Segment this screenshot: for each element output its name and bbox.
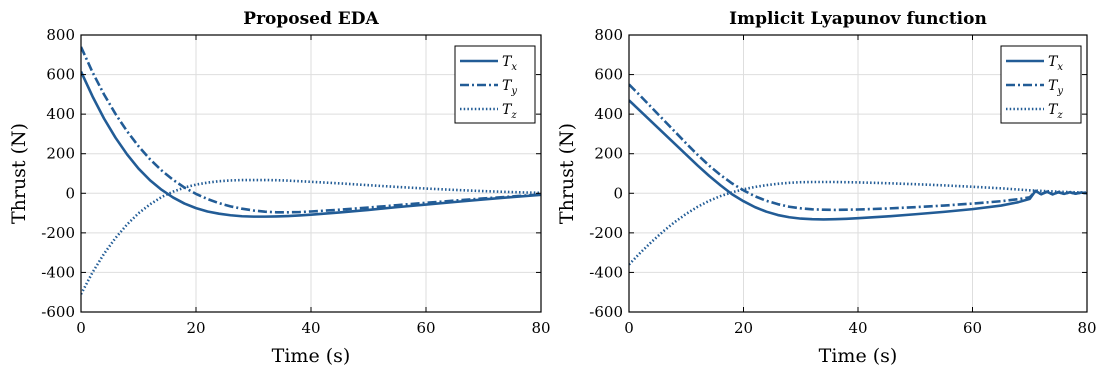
y-axis-label: Thrust (N) (556, 123, 578, 224)
y-tick-label: -400 (589, 263, 623, 281)
chart-title: Proposed EDA (243, 9, 379, 29)
x-tick-label: 0 (624, 319, 634, 337)
y-tick-label: 200 (46, 145, 75, 163)
y-tick-label: -600 (589, 303, 623, 321)
chart-title: Implicit Lyapunov function (729, 9, 987, 29)
x-tick-label: 60 (963, 319, 982, 337)
y-tick-label: -600 (41, 303, 75, 321)
y-tick-label: -400 (41, 263, 75, 281)
series-line-Ty (629, 83, 1087, 212)
x-tick-label: 20 (734, 319, 753, 337)
y-tick-label: 200 (594, 145, 623, 163)
series-line-Tz (629, 180, 1087, 266)
y-tick-label: 400 (46, 105, 75, 123)
legend-label-subscript: x (511, 62, 517, 73)
legend-label-subscript: y (510, 86, 517, 97)
x-tick-label: 40 (848, 319, 867, 337)
y-tick-label: 400 (594, 105, 623, 123)
y-tick-label: 600 (594, 66, 623, 84)
y-tick-label: -200 (41, 224, 75, 242)
x-tick-label: 80 (1077, 319, 1096, 337)
legend-label-subscript: x (1057, 62, 1063, 73)
series-line-Tz (81, 178, 541, 295)
y-tick-label: 800 (594, 26, 623, 44)
chart-panel-1: 0 20 40 60 80 -600 -400 -200 0 200 400 600 800 Propos… (8, 9, 551, 367)
y-tick-label: 0 (613, 184, 623, 202)
x-axis-label: Time (s) (819, 345, 898, 367)
x-tick-label: 0 (76, 319, 86, 337)
x-axis-label: Time (s) (272, 345, 351, 367)
legend-label-subscript: z (1056, 110, 1063, 121)
y-tick-label: -200 (589, 224, 623, 242)
x-tick-label: 20 (186, 319, 205, 337)
y-axis-label: Thrust (N) (8, 123, 30, 224)
x-tick-label: 80 (531, 319, 550, 337)
series-line-Ty (81, 46, 541, 214)
y-tick-label: 600 (46, 66, 75, 84)
x-tick-label: 40 (301, 319, 320, 337)
chart-panel-2: 0 20 40 60 80 -600 -400 -200 0 200 400 600 800 Implic… (556, 9, 1097, 367)
series-group (81, 46, 541, 295)
y-tick-label: 0 (65, 184, 75, 202)
x-tick-label: 60 (416, 319, 435, 337)
legend-label-subscript: z (510, 110, 517, 121)
y-tick-label: 800 (46, 26, 75, 44)
series-group (629, 83, 1087, 266)
legend-label-subscript: y (1056, 86, 1063, 97)
series-line-Tx (81, 71, 541, 218)
